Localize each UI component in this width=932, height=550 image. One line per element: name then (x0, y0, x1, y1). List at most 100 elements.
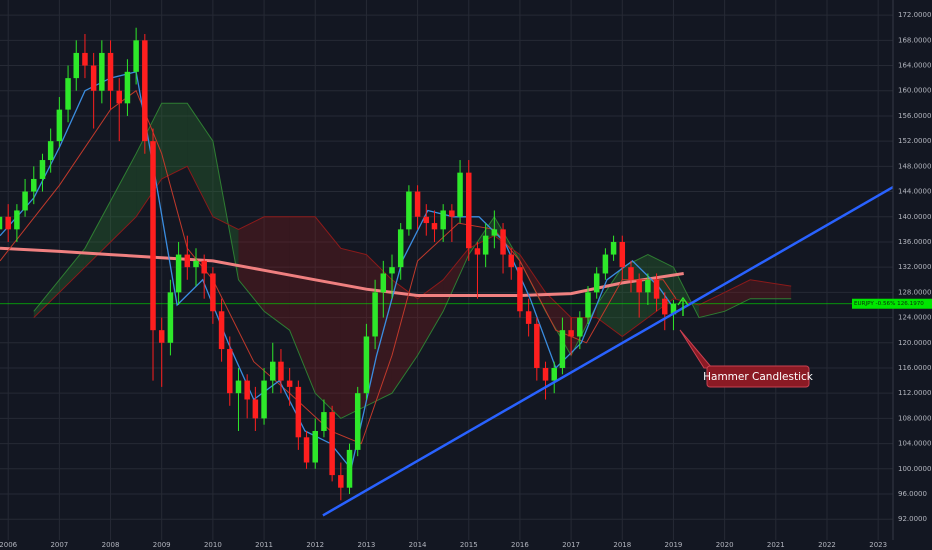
cloud-segment (84, 153, 137, 268)
candle-body (568, 330, 574, 337)
candle-body (585, 292, 591, 318)
candle-body (278, 361, 284, 381)
cloud-segment (340, 248, 367, 419)
candle-body (636, 279, 642, 293)
x-tick-label: 2013 (357, 541, 375, 549)
candle-body (431, 223, 438, 230)
y-tick-label: 132.0000 (898, 263, 931, 271)
candle-body (5, 216, 11, 230)
moving-average (0, 71, 677, 471)
candle-body (99, 52, 105, 91)
price-axis (893, 0, 932, 550)
candle-body (252, 399, 259, 419)
candle-body (577, 317, 583, 337)
candle-body (610, 241, 617, 255)
x-tick-label: 2019 (665, 541, 683, 549)
candle-body (508, 254, 514, 268)
candle-body (0, 216, 3, 230)
candle-body (397, 229, 404, 268)
candle-body (602, 254, 609, 274)
candle-body (218, 311, 225, 350)
candle-body (65, 78, 71, 110)
candle-body (500, 229, 506, 255)
candle-body (22, 191, 28, 211)
x-tick-label: 2008 (102, 541, 120, 549)
cloud-segment (699, 292, 725, 318)
candle-body (82, 52, 88, 66)
candle-body (482, 235, 489, 255)
y-tick-label: 136.0000 (898, 238, 931, 246)
price-tag (852, 298, 932, 309)
y-tick-label: 92.0000 (898, 515, 927, 523)
candle-body (235, 380, 242, 394)
x-tick-label: 2007 (50, 541, 68, 549)
up-arrow (677, 296, 689, 316)
y-tick-label: 112.0000 (898, 389, 931, 397)
cloud-segment (33, 248, 85, 318)
candle-body (14, 210, 20, 230)
candle-body (31, 178, 37, 192)
candle-body (670, 303, 677, 315)
trend-line (322, 186, 894, 517)
candle-body (440, 210, 446, 230)
candle-body (457, 172, 463, 217)
y-tick-label: 128.0000 (898, 288, 931, 296)
candle-body (525, 311, 532, 324)
x-tick-label: 2009 (153, 541, 171, 549)
cloud-segment (315, 216, 341, 419)
y-tick-label: 172.0000 (898, 11, 931, 19)
candle-body (354, 393, 361, 450)
candle-body (372, 292, 378, 337)
cloud-segment (417, 279, 444, 356)
candle-body (628, 267, 634, 280)
candle-body (175, 254, 182, 293)
y-tick-label: 96.0000 (898, 490, 927, 498)
span-a (33, 102, 792, 420)
x-tick-label: 2006 (0, 541, 18, 549)
candle-body (295, 386, 302, 438)
candle-body (321, 412, 327, 431)
candle-body (107, 52, 114, 91)
x-tick-label: 2017 (562, 541, 580, 549)
x-tick-label: 2022 (818, 541, 836, 549)
candle-body (645, 279, 651, 293)
candle-body (542, 367, 549, 381)
candle-body (363, 336, 370, 394)
candle-body (312, 430, 318, 463)
candle-body (227, 349, 233, 394)
candle-body (244, 380, 250, 400)
candle-body (150, 141, 156, 331)
candle-body (133, 40, 139, 72)
x-tick-label: 2021 (767, 541, 785, 549)
candle-body (449, 210, 455, 217)
candle-body (329, 412, 335, 476)
price-tag-label: EURJPY -0.56% 126.1970 (854, 301, 924, 307)
candle-body (534, 323, 540, 368)
y-tick-label: 164.0000 (898, 62, 931, 70)
x-tick-label: 2020 (716, 541, 734, 549)
y-tick-label: 156.0000 (898, 112, 931, 120)
candle-body (193, 260, 199, 268)
candle-body (158, 330, 165, 343)
candle-body (466, 172, 472, 249)
candle-body (491, 229, 498, 236)
candle-body (551, 367, 557, 381)
y-tick-label: 140.0000 (898, 213, 931, 221)
x-tick-label: 2016 (511, 541, 529, 549)
y-tick-label: 104.0000 (898, 440, 931, 448)
candle-body (261, 380, 267, 419)
candle-body (47, 141, 54, 161)
y-tick-label: 168.0000 (898, 36, 931, 44)
candle-body (474, 248, 481, 255)
candle-body (90, 65, 97, 91)
y-tick-label: 160.0000 (898, 87, 931, 95)
cloud-segment (289, 216, 316, 394)
candle-body (559, 330, 566, 368)
y-tick-label: 152.0000 (898, 137, 931, 145)
candle-body (39, 160, 46, 179)
candle-body (73, 52, 80, 79)
y-tick-label: 108.0000 (898, 414, 931, 422)
callout-box (706, 365, 810, 388)
